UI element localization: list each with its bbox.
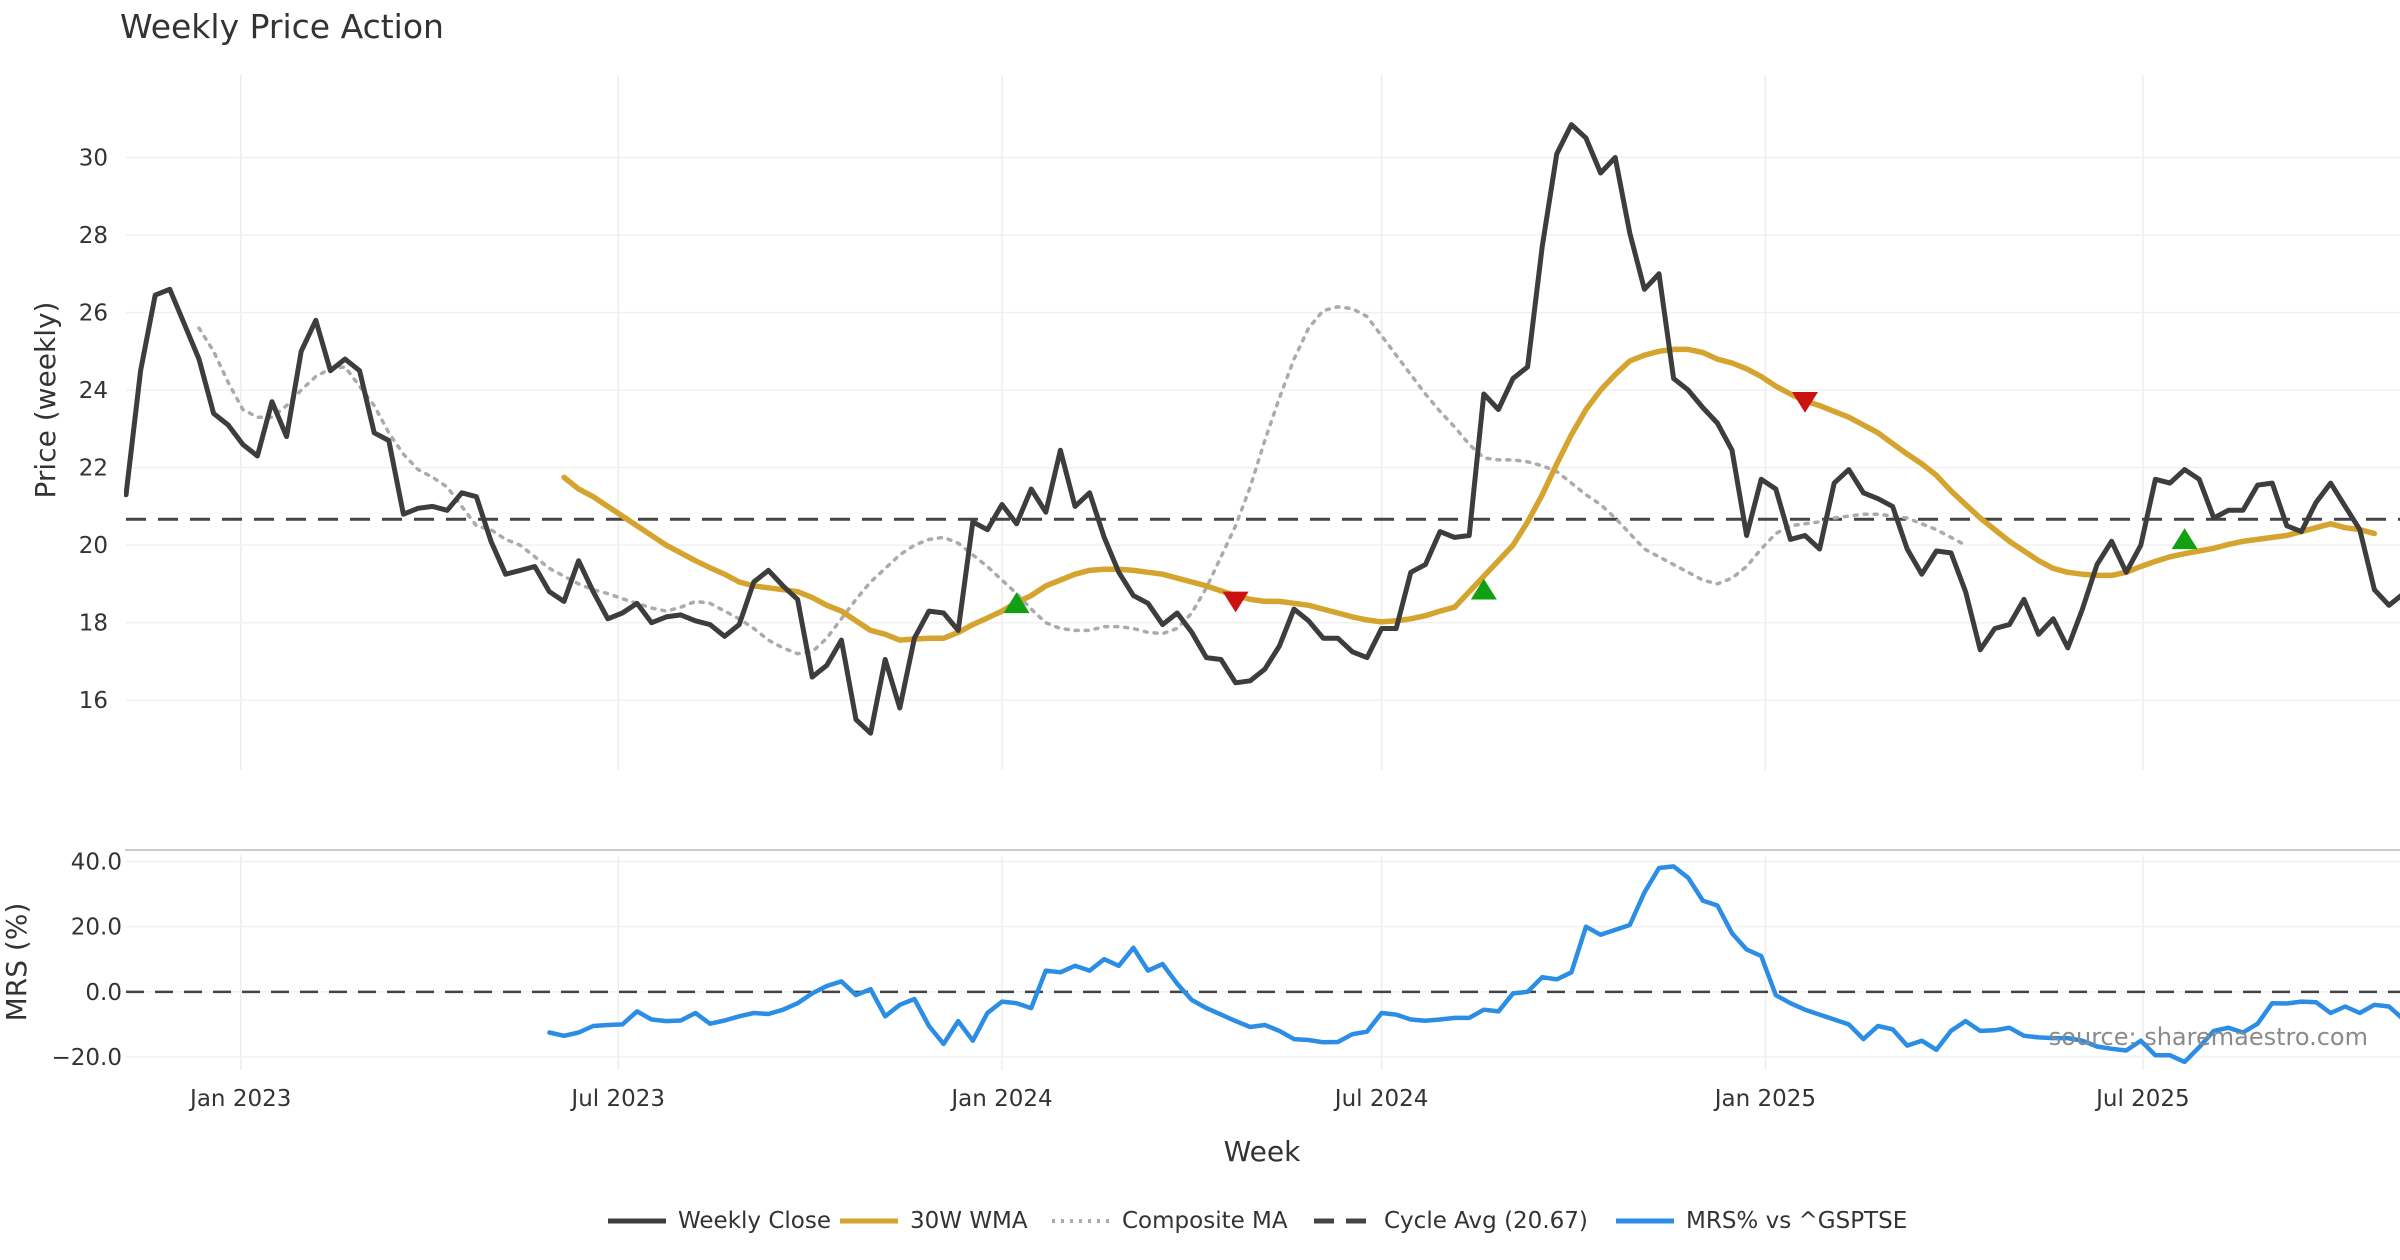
x-tick-label: Jul 2025: [2094, 1086, 2190, 1112]
legend-item: Cycle Avg (20.67): [1314, 1208, 1588, 1234]
price-y-grid: [126, 156, 2400, 701]
price-x-grid: [239, 75, 2144, 770]
weekly-close-line: [124, 122, 2400, 736]
buy-signal-marker: [1003, 592, 1030, 614]
x-tick-label: Jan 2025: [1713, 1086, 1816, 1112]
price-y-tick-label: 30: [79, 146, 108, 172]
price-y-axis-title: Price (weekly): [29, 302, 62, 499]
legend-item: MRS% vs ^GSPTSE: [1616, 1208, 1907, 1234]
sell-signal-marker: [1222, 591, 1249, 613]
x-tick-labels: Jan 2023 Jul 2023 Jan 2024 Jul 2024 Jan 2025…: [188, 1086, 2190, 1112]
x-tick-label: Jan 2023: [188, 1086, 291, 1112]
price-y-tick-label: 16: [79, 688, 108, 714]
legend-label: MRS% vs ^GSPTSE: [1686, 1208, 1907, 1234]
legend: Weekly Close 30W WMA Composite MA Cycle Avg…: [608, 1208, 1907, 1234]
price-y-tick-label: 18: [79, 611, 108, 637]
x-tick-label: Jul 2024: [1333, 1086, 1429, 1112]
price-y-tick-label: 24: [79, 378, 108, 404]
mrs-x-grid: [239, 855, 2144, 1070]
x-tick-label: Jul 2023: [569, 1086, 665, 1112]
price-y-tick-label: 26: [79, 301, 108, 327]
composite-ma-line: [197, 305, 1968, 656]
price-panel: [124, 122, 2400, 736]
mrs-y-tick-label: 0.0: [85, 980, 122, 1006]
legend-label: Composite MA: [1122, 1208, 1288, 1234]
price-series-group: [124, 122, 2400, 736]
mrs-y-tick-labels: −20.0 0.0 20.0 40.0: [52, 850, 122, 1071]
price-y-tick-label: 28: [79, 223, 108, 249]
mrs-y-tick-label: 20.0: [71, 915, 122, 941]
chart-title: Weekly Price Action: [120, 7, 444, 46]
price-y-tick-label: 20: [79, 533, 108, 559]
x-tick-label: Jan 2024: [949, 1086, 1052, 1112]
x-axis-title: Week: [1224, 1135, 1301, 1168]
price-y-tick-labels: 16 18 20 22 24 26 28 30: [79, 146, 108, 715]
mrs-y-tick-label: −20.0: [52, 1045, 122, 1071]
source-annotation: source: sharemaestro.com: [2049, 1023, 2368, 1051]
mrs-series-group: [126, 864, 2400, 1065]
mrs-y-tick-label: 40.0: [71, 850, 122, 876]
mrs-y-axis-title: MRS (%): [0, 903, 33, 1022]
legend-item: 30W WMA: [840, 1208, 1028, 1234]
price-y-tick-label: 22: [79, 456, 108, 482]
legend-label: 30W WMA: [910, 1208, 1028, 1234]
legend-label: Weekly Close: [678, 1208, 831, 1234]
mrs-panel: [126, 864, 2400, 1065]
wma-30w-line: [561, 346, 2378, 643]
legend-item: Weekly Close: [608, 1208, 831, 1234]
buy-signal-marker: [2171, 528, 2198, 550]
buy-signal-marker: [1470, 578, 1497, 600]
legend-item: Composite MA: [1052, 1208, 1288, 1234]
legend-label: Cycle Avg (20.67): [1384, 1208, 1588, 1234]
mrs-line: [547, 864, 2400, 1065]
sell-signal-marker: [1792, 391, 1818, 413]
